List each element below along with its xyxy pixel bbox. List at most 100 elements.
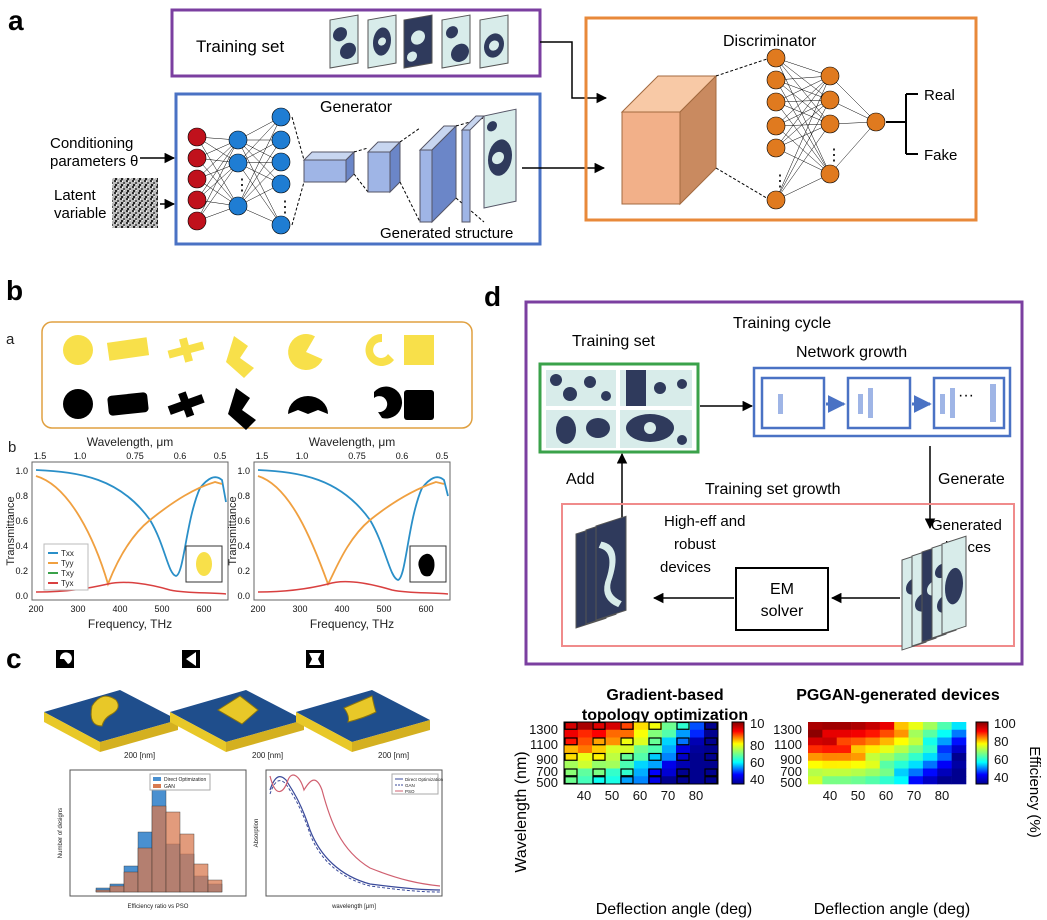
hm-right-cell-4-5	[879, 753, 895, 762]
y-tick-2-5: 0.0	[237, 591, 250, 601]
highlight-box-2-6	[648, 737, 662, 746]
hm-right-cell-6-2	[836, 768, 852, 777]
hm-right-cell-2-5	[879, 737, 895, 746]
real-label: Real	[924, 87, 955, 104]
training-set-images	[329, 14, 509, 69]
hm-left-cell-6-6	[648, 768, 663, 777]
hm-right-cell-3-1	[822, 745, 838, 754]
hm-left-cell-0-2	[592, 722, 607, 731]
bottom-axis-label-2: Frequency, THz	[310, 617, 394, 631]
legend-tyx-1: Tyx	[61, 579, 73, 588]
network-growth-stages	[760, 376, 1006, 430]
hm-right-cell-2-3	[851, 737, 866, 746]
bottom-tick-1-1: 300	[70, 604, 85, 614]
hm-right-cell-3-5	[879, 745, 895, 754]
hm-left-cell-0-5	[634, 722, 649, 731]
y-tick-2-0: 1.0	[237, 466, 250, 476]
network-growth-label: Network growth	[796, 344, 907, 361]
hm-left-cell-5-1	[578, 760, 593, 769]
shapes-box	[41, 321, 473, 429]
heatmap-left-xtick-3: 70	[661, 788, 675, 803]
hm-right-cell-1-9	[937, 729, 952, 738]
heatmap-left-ytick-4: 500	[536, 775, 558, 790]
heatmap-left-ytick-0: 1300	[529, 722, 558, 737]
hm-right-cell-6-5	[879, 768, 895, 777]
hm-left-cell-2-5	[634, 737, 649, 746]
shape-row-yellow	[63, 333, 434, 378]
panel-b-sub-a: a	[6, 331, 15, 348]
hm-left-cell-3-5	[634, 745, 649, 754]
gen-dots-2: ⋮	[277, 199, 293, 216]
hm-left-cell-6-5	[634, 768, 649, 777]
y-tick-2-1: 0.8	[237, 491, 250, 501]
heatmap-left-title-2: topology optimization	[582, 707, 748, 724]
d-training-set-label: Training set	[572, 333, 656, 350]
hm-right-cell-7-10	[951, 776, 967, 785]
panel-label-c: c	[6, 643, 22, 674]
hm-left-cell-6-1	[578, 768, 593, 777]
colorbar-left-tick-2: 40	[750, 772, 764, 787]
highlight-box-6-6	[648, 768, 662, 777]
network-growth-box	[752, 366, 1012, 438]
latent-label-2: variable	[54, 205, 107, 222]
spectrum-plot-1: Wavelength, μm 1.5 1.0 0.75 0.6 0.5 200 300 400…	[5, 435, 229, 631]
hm-left-cell-4-9	[690, 753, 705, 762]
heatmap-left-xtick-1: 50	[605, 788, 619, 803]
hm-right-cell-7-8	[922, 776, 938, 785]
hm-right-cell-2-10	[951, 737, 967, 746]
hm-right-cell-2-0	[808, 737, 823, 746]
bottom-tick-1-2: 400	[112, 604, 127, 614]
hm-right-cell-1-4	[865, 729, 881, 738]
hm-left-cell-4-4	[620, 753, 635, 762]
latent-noise-image	[112, 178, 158, 228]
hm-right-cell-5-10	[951, 760, 967, 769]
hm-right-cell-1-0	[808, 729, 823, 738]
colorbar-left-tick-0: 80	[750, 738, 764, 753]
hm-right-cell-2-6	[894, 737, 909, 746]
hm-left-cell-0-1	[578, 722, 593, 731]
hm-left-cell-0-4	[620, 722, 635, 731]
hm-left-cell-1-4	[620, 729, 635, 738]
hm-right-cell-0-2	[836, 722, 852, 731]
bottom-axis-label-1: Frequency, THz	[88, 617, 172, 631]
heatmap-right-ytick-2: 900	[780, 752, 802, 767]
highlight-box-4-8	[676, 752, 690, 761]
hm-right-cell-7-0	[808, 776, 823, 785]
hm-left-cell-7-4	[620, 776, 635, 785]
hm-left-cell-2-8	[676, 737, 691, 746]
hm-right-cell-7-2	[836, 776, 852, 785]
heatmap-right-title: PGGAN-generated devices	[796, 687, 1000, 704]
training-set-box	[170, 8, 542, 78]
heatmap-left-xlabel: Deflection angle (deg)	[596, 901, 753, 918]
hm-left-cell-7-0	[564, 776, 579, 785]
y-axis-label-1: Transmittance	[5, 496, 17, 565]
device-renders: 200 [nm] 200 [nm] 200 [nm]	[44, 650, 430, 760]
top-tick-1-1: 1.0	[74, 451, 87, 461]
top-tick-1-2: 0.75	[126, 451, 144, 461]
heatmap-left-ytick-1: 1100	[530, 737, 558, 752]
hm-left-cell-1-10	[704, 729, 719, 738]
hm-left-cell-1-7	[662, 729, 677, 738]
generator-box	[174, 92, 542, 246]
top-tick-1-0: 1.5	[34, 451, 47, 461]
hm-left-cell-2-1	[578, 737, 593, 746]
hm-right-cell-7-7	[908, 776, 924, 785]
hm-left-cell-1-5	[634, 729, 649, 738]
hm-right-cell-5-5	[879, 760, 895, 769]
shape-row-black	[63, 386, 434, 430]
hm-right-cell-2-9	[937, 737, 952, 746]
generated-structure-label: Generated structure	[380, 225, 513, 242]
hm-left-cell-7-1	[578, 776, 593, 785]
hist-bar-gan-4	[151, 805, 167, 893]
highlight-box-4-2	[592, 752, 606, 761]
heatmap-right-xtick-2: 60	[879, 788, 893, 803]
hm-left-cell-5-6	[648, 760, 663, 769]
hm-left-cell-4-3	[606, 753, 621, 762]
hm-right-cell-4-10	[951, 753, 967, 762]
highlight-box-4-10	[704, 752, 718, 761]
hm-right-cell-5-7	[908, 760, 924, 769]
bottom-tick-2-0: 200	[250, 604, 265, 614]
hm-left-cell-2-4	[620, 737, 635, 746]
hm-right-cell-7-1	[822, 776, 838, 785]
